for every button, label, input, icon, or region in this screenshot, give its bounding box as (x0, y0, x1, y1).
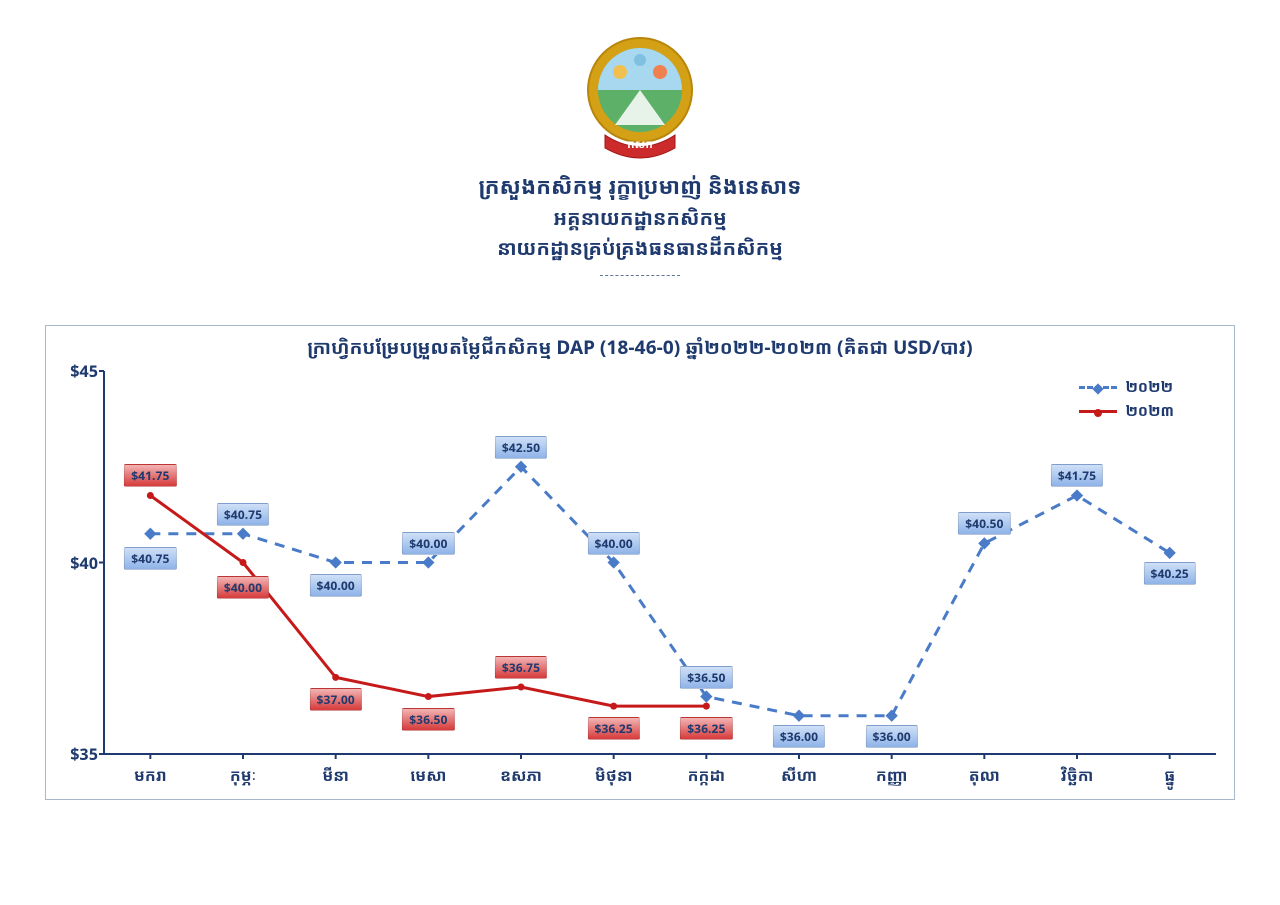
header-divider (600, 275, 680, 277)
data-label: $41.75 (124, 464, 176, 487)
x-tick-label: វិច្ឆិកា (1061, 764, 1094, 786)
chart-title: ក្រាហ្វិកបម្រែបម្រួលតម្លៃជីកសិកម្ម DAP (… (46, 326, 1234, 366)
data-label: $36.25 (680, 717, 732, 740)
data-label: $36.00 (866, 725, 918, 748)
x-tick-label: មីនា (322, 764, 349, 786)
x-tick-label: តុលា (969, 764, 1000, 786)
data-label: $40.75 (217, 503, 269, 526)
data-label: $42.50 (495, 436, 547, 459)
x-tick-label: មិថុនា (595, 764, 633, 786)
header: កសក ក្រសួងកសិកម្ម រុក្ខាប្រមាញ់ និងនេសាទ… (0, 0, 1280, 277)
svg-text:កសក: កសក (627, 137, 653, 152)
x-tick-label: មករា (134, 764, 167, 786)
data-label: $41.75 (1051, 464, 1103, 487)
legend-label-2022: ២០២២ (1125, 377, 1173, 397)
x-tick-label: ឧសភា (500, 764, 542, 786)
data-label: $40.00 (588, 532, 640, 555)
x-tick-label: កក្កដា (688, 764, 725, 786)
chart-svg (104, 371, 1216, 754)
price-chart: ក្រាហ្វិកបម្រែបម្រួលតម្លៃជីកសិកម្ម DAP (… (45, 325, 1235, 800)
x-tick-label: សីហា (781, 764, 817, 786)
legend-marker-2023 (1094, 409, 1102, 417)
data-label: $36.75 (495, 656, 547, 679)
x-tick-label: មេសា (410, 764, 446, 786)
y-tick-label: $45 (54, 360, 98, 382)
x-tick-label: កុម្ភៈ (230, 764, 256, 786)
legend-label-2023: ២០២៣ (1125, 401, 1174, 421)
data-label: $40.75 (124, 547, 176, 570)
legend-line-2023 (1079, 410, 1117, 413)
header-line-2: អគ្គនាយកដ្ឋានកសិកម្ម (0, 203, 1280, 233)
data-label: $36.25 (588, 717, 640, 740)
y-tick-label: $40 (54, 552, 98, 574)
legend-item-2023: ២០២៣ (1079, 401, 1174, 421)
data-label: $40.25 (1144, 562, 1196, 585)
data-label: $40.00 (402, 532, 454, 555)
header-title-block: ក្រសួងកសិកម្ម រុក្ខាប្រមាញ់ និងនេសាទ អគ្… (0, 170, 1280, 263)
chart-legend: ២០២២ ២០២៣ (1079, 377, 1174, 425)
header-line-1: ក្រសួងកសិកម្ម រុក្ខាប្រមាញ់ និងនេសាទ (0, 170, 1280, 203)
y-tick-label: $35 (54, 743, 98, 765)
ministry-emblem: កសក (575, 30, 705, 160)
legend-item-2022: ២០២២ (1079, 377, 1174, 397)
data-label: $36.50 (680, 666, 732, 689)
legend-marker-2022 (1093, 383, 1104, 394)
emblem-icon: កសក (575, 30, 705, 160)
data-label: $40.50 (958, 512, 1010, 535)
x-tick-label: កញ្ញា (876, 764, 908, 786)
data-label: $36.50 (402, 708, 454, 731)
data-label: $40.00 (310, 574, 362, 597)
data-label: $40.00 (217, 576, 269, 599)
x-tick-label: ធ្នូ (1164, 764, 1175, 786)
chart-plot-area: ២០២២ ២០២៣ $35$40$45មករាកុម្ភៈមីនាមេសាឧសភ… (104, 371, 1216, 754)
legend-line-2022 (1079, 386, 1117, 389)
header-line-3: នាយកដ្ឋានគ្រប់គ្រងធនធានដីកសិកម្ម (0, 233, 1280, 263)
data-label: $37.00 (310, 688, 362, 711)
data-label: $36.00 (773, 725, 825, 748)
